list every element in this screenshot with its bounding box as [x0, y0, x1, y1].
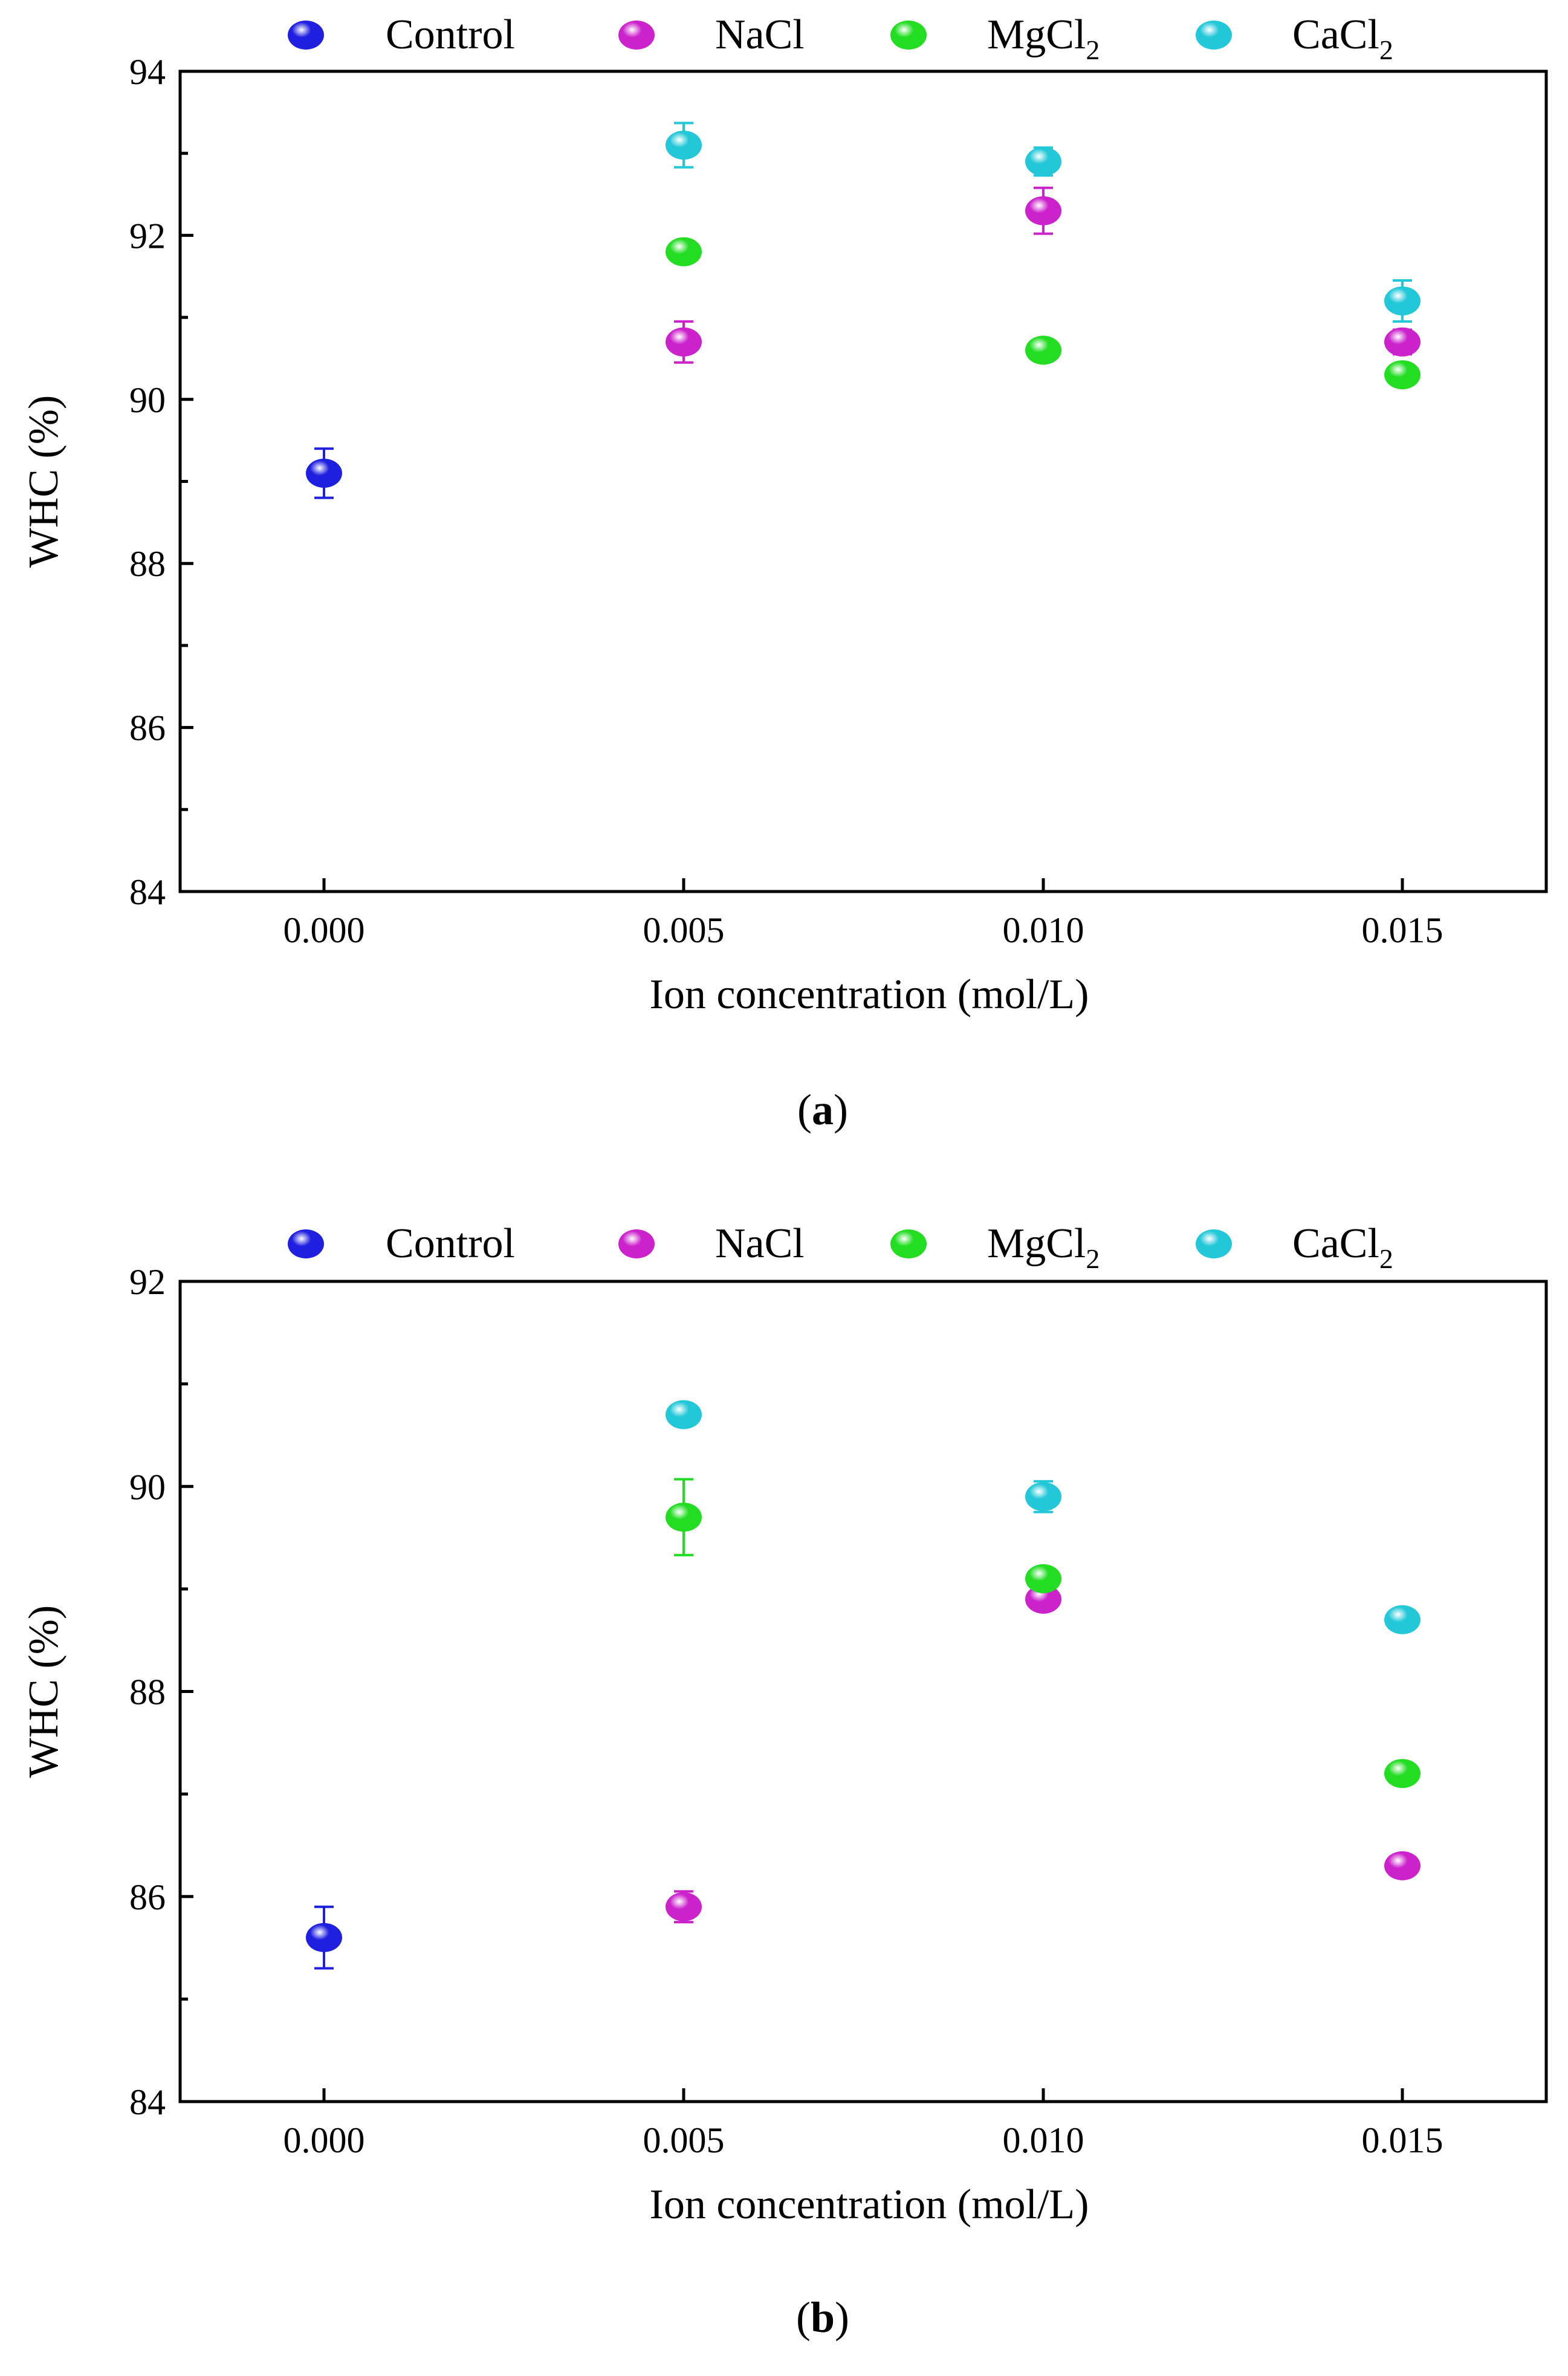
data-point-a-mgcl2-0-005: [666, 237, 702, 267]
x-axis-title-a: Ion concentration (mol/L): [650, 971, 1089, 1018]
data-point-a-mgcl2-0-015: [1384, 360, 1421, 390]
data-point-b-control-0-000: [306, 1923, 342, 1952]
legend-marker-a-cacl2: [1196, 21, 1232, 50]
data-point-b-cacl2-0-015: [1384, 1605, 1421, 1634]
data-point-a-cacl2-0-015: [1384, 286, 1421, 316]
data-point-b-nacl-0-015: [1384, 1851, 1421, 1880]
legend-marker-b-nacl: [618, 1229, 655, 1258]
legend-label-b-cacl2: CaCl2: [1292, 1220, 1393, 1274]
data-point-a-nacl-0-005: [666, 327, 702, 357]
data-point-a-mgcl2-0-010: [1025, 335, 1061, 365]
data-point-a-cacl2-0-005: [666, 131, 702, 160]
legend-marker-a-nacl: [618, 21, 655, 50]
chart-panel-a: 84 86 88 90 92 94 0.000 0.005 0.010 0.015 Ion conc…: [21, 11, 1548, 1134]
data-point-b-cacl2-0-005: [666, 1400, 702, 1429]
y-tick-label-a-90: 90: [129, 380, 166, 420]
x-axis-title-b: Ion concentration (mol/L): [650, 2181, 1089, 2228]
legend-marker-a-mgcl2: [890, 21, 927, 50]
legend-label-b-control: Control: [386, 1220, 515, 1267]
x-tick-label-b-0: 0.000: [283, 2120, 365, 2160]
y-tick-label-a-94: 94: [129, 52, 166, 92]
data-point-b-mgcl2-0-010: [1025, 1564, 1061, 1593]
legend-label-a-mgcl2: MgCl2: [987, 11, 1100, 65]
y-tick-label-a-86: 86: [129, 708, 166, 748]
y-tick-label-b-92: 92: [129, 1262, 166, 1302]
y-tick-label-a-88: 88: [129, 544, 166, 584]
y-tick-label-b-84: 84: [129, 2082, 166, 2122]
panel-label-a: (a): [797, 1086, 848, 1134]
legend-label-a-cacl2: CaCl2: [1292, 11, 1393, 65]
y-tick-label-b-90: 90: [129, 1467, 166, 1507]
x-tick-label-b-1: 0.005: [643, 2120, 725, 2160]
data-point-a-control-0-000: [306, 458, 342, 488]
legend-label-b-mgcl2: MgCl2: [987, 1220, 1100, 1274]
legend-marker-b-cacl2: [1196, 1229, 1232, 1258]
x-tick-label-a-3: 0.015: [1362, 910, 1443, 950]
x-tick-label-a-1: 0.005: [643, 910, 725, 950]
legend-marker-b-mgcl2: [890, 1229, 927, 1258]
data-point-b-nacl-0-010: [1025, 1584, 1061, 1614]
x-tick-label-a-0: 0.000: [283, 910, 365, 950]
data-point-b-cacl2-0-010: [1025, 1482, 1061, 1512]
data-point-a-cacl2-0-010: [1025, 147, 1061, 176]
y-tick-label-b-86: 86: [129, 1877, 166, 1917]
y-tick-label-b-88: 88: [129, 1672, 166, 1712]
x-tick-label-b-3: 0.015: [1362, 2120, 1443, 2160]
legend-label-b-nacl: NaCl: [715, 1220, 805, 1267]
legend-label-a-control: Control: [386, 11, 515, 58]
data-point-b-nacl-0-005: [666, 1892, 702, 1921]
y-axis-title-a: WHC (%): [21, 395, 67, 568]
y-axis-title-b: WHC (%): [21, 1605, 67, 1778]
panel-label-b: (b): [796, 2293, 849, 2342]
plot-frame-a: [178, 70, 1548, 893]
y-tick-label-a-92: 92: [129, 216, 166, 256]
plot-frame-b: [178, 1280, 1548, 2103]
data-point-a-nacl-0-015: [1384, 327, 1421, 357]
data-point-a-nacl-0-010: [1025, 196, 1061, 225]
chart-panel-b: 84 86 88 90 92 0.000 0.005 0.010 0.015 Ion concen…: [21, 1220, 1548, 2342]
legend-marker-b-control: [288, 1229, 324, 1258]
x-tick-label-b-2: 0.010: [1003, 2120, 1084, 2160]
legend-marker-a-control: [288, 21, 324, 50]
data-point-b-mgcl2-0-015: [1384, 1759, 1421, 1788]
legend-label-a-nacl: NaCl: [715, 11, 805, 58]
y-tick-label-a-84: 84: [129, 872, 166, 912]
x-tick-label-a-2: 0.010: [1003, 910, 1084, 950]
data-point-b-mgcl2-0-005: [666, 1503, 702, 1532]
